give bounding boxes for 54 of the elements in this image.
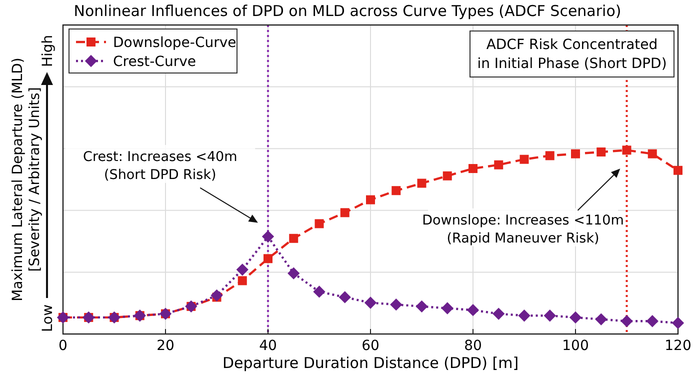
point <box>595 313 608 326</box>
point <box>236 264 248 276</box>
point <box>494 160 504 170</box>
point <box>416 300 428 312</box>
x-tick-label: 20 <box>156 338 174 354</box>
point <box>674 166 682 175</box>
legend-label: Downslope-Curve <box>113 35 236 51</box>
point <box>466 304 480 316</box>
point <box>672 316 684 330</box>
x-tick-label: 40 <box>259 338 277 354</box>
point <box>492 308 505 320</box>
chart-title: Nonlinear Influences of DPD on MLD across Curve Types (ADCF Scenario) <box>74 2 622 20</box>
x-tick-label: 80 <box>464 338 482 354</box>
point <box>340 208 350 218</box>
x-tick-label: 100 <box>562 338 589 354</box>
point <box>313 286 326 298</box>
point <box>442 171 452 180</box>
y-axis-title: Maximum Lateral Departure (MLD) [Severity / Arbitrary Units] <box>10 58 43 302</box>
point <box>545 151 554 160</box>
point <box>596 147 606 156</box>
point <box>646 315 658 328</box>
point <box>390 298 402 311</box>
point <box>262 230 274 243</box>
point <box>622 146 632 155</box>
point <box>366 195 375 204</box>
annotation: Crest: Increases <40m (Short DPD Risk) <box>83 148 238 183</box>
point <box>571 149 580 158</box>
point <box>648 149 657 158</box>
point <box>468 164 478 174</box>
point <box>289 234 298 243</box>
x-tick-label: 120 <box>664 338 692 354</box>
x-tick-label: 60 <box>362 338 380 354</box>
point <box>569 311 582 324</box>
point <box>264 254 272 264</box>
annotation: Downslope: Increases <110m (Rapid Maneuver Risk) <box>422 212 624 246</box>
point <box>520 154 529 164</box>
text: Low <box>40 304 56 332</box>
legend-label: Crest-Curve <box>113 54 196 70</box>
text: High <box>40 34 56 67</box>
point <box>620 315 633 328</box>
point <box>314 219 324 228</box>
point <box>238 276 247 286</box>
point <box>518 310 530 322</box>
point <box>417 178 426 188</box>
point <box>288 267 300 280</box>
point <box>210 289 223 302</box>
x-axis-title: Departure Duration Distance (DPD) [m] <box>222 354 519 372</box>
x-tick-label: 0 <box>58 338 68 354</box>
point <box>338 291 351 304</box>
point <box>364 296 377 309</box>
point <box>441 302 454 314</box>
text: ADCF Risk Concentrated in Initial Phase (Short DPD) <box>477 37 667 72</box>
point <box>544 310 556 322</box>
point <box>392 186 401 196</box>
